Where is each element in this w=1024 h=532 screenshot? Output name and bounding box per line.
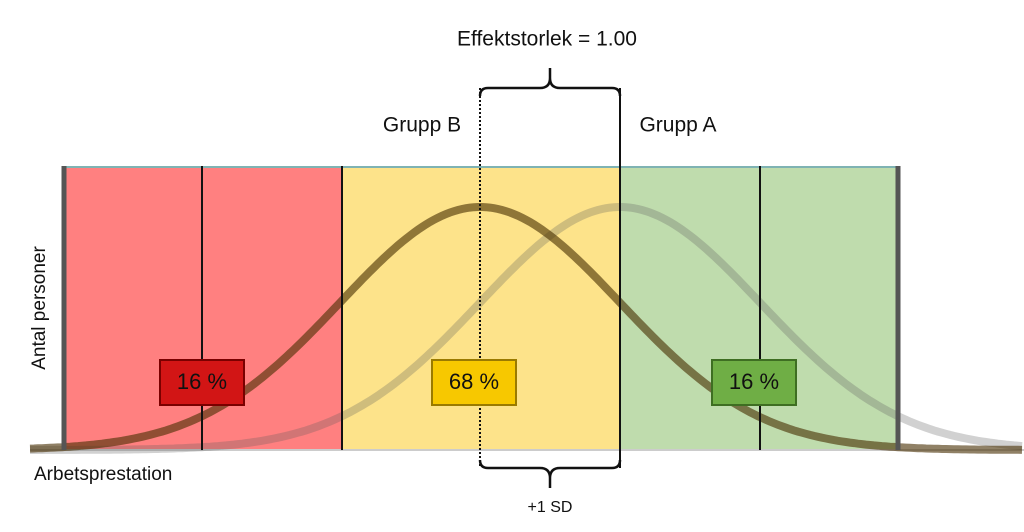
y-axis-label: Antal personer — [29, 246, 50, 370]
group-b-label: Grupp B — [383, 114, 461, 137]
curve-b — [29, 203, 1023, 454]
box-bg — [711, 359, 797, 406]
effect-size-title: Effektstorlek = 1.00 — [457, 28, 637, 51]
top-brace — [478, 68, 622, 97]
label-box: 16 % — [711, 359, 797, 406]
group-a-label: Grupp A — [639, 114, 716, 137]
region-label: 16 % — [729, 369, 779, 394]
bottom-brace — [478, 459, 622, 488]
region-label: 16 % — [177, 369, 227, 394]
curves — [29, 203, 1023, 454]
label-box: 16 % — [159, 359, 245, 406]
region-label: 68 % — [449, 369, 499, 394]
label-box: 68 % — [431, 359, 517, 406]
x-axis-label: Arbetsprestation — [34, 464, 172, 485]
bracket-label: +1 SD — [528, 499, 573, 516]
box-bg — [431, 359, 517, 406]
curve-a — [30, 203, 1023, 454]
box-bg — [159, 359, 245, 406]
